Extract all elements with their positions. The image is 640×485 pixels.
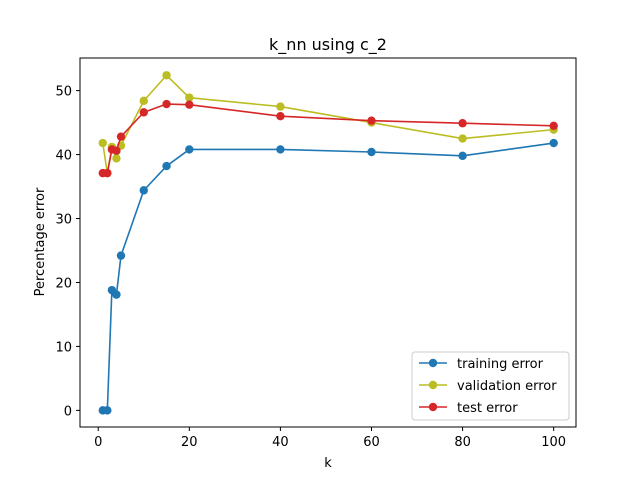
series-line-0 (102, 142, 554, 412)
x-tick-label: 100 (541, 435, 566, 450)
data-point (116, 251, 126, 260)
legend-marker (428, 402, 438, 412)
data-point (162, 161, 171, 171)
data-point (276, 111, 285, 121)
data-point (139, 186, 148, 195)
legend-box (411, 351, 570, 421)
data-point (549, 138, 558, 148)
x-axis-ticks: 0 20 40 60 80 100 (94, 427, 566, 450)
y-tick-label: 50 (55, 85, 72, 100)
data-point (162, 71, 171, 80)
data-point (276, 145, 285, 154)
x-tick-label: 0 (94, 435, 102, 450)
y-axis-title: Percentage error (33, 187, 48, 296)
y-tick-label: 30 (55, 213, 72, 228)
data-point (367, 147, 376, 157)
data-point (367, 116, 376, 125)
data-point (276, 102, 285, 111)
y-tick-label: 10 (55, 340, 72, 355)
data-point (139, 96, 148, 106)
data-point (458, 134, 467, 143)
legend-marker (428, 380, 438, 390)
data-point (185, 145, 194, 154)
data-point (139, 108, 148, 117)
data-point (112, 154, 121, 163)
y-tick-label: 20 (55, 276, 72, 291)
x-tick-label: 60 (363, 435, 380, 450)
y-axis-ticks: 0 10 20 30 40 50 (55, 85, 80, 419)
legend-marker (428, 358, 438, 368)
data-point (458, 151, 467, 161)
data-point (103, 406, 112, 415)
y-tick-label: 0 (64, 404, 72, 419)
data-point (458, 119, 467, 128)
legend: training error validation error test error (411, 351, 570, 421)
chart-title: k_nn using c_2 (269, 35, 387, 55)
plot-frame (79, 57, 577, 428)
data-point (549, 121, 558, 130)
y-tick-label: 40 (55, 149, 72, 164)
data-point (112, 290, 121, 299)
x-tick-label: 20 (181, 435, 198, 450)
data-point (162, 99, 171, 109)
data-point (185, 100, 194, 109)
data-point (185, 93, 194, 102)
x-tick-label: 80 (454, 435, 471, 450)
data-point (98, 138, 107, 148)
legend-label: test error (457, 401, 518, 416)
legend-label: training error (457, 357, 544, 372)
x-tick-label: 40 (272, 435, 289, 450)
data-point (116, 132, 126, 141)
x-axis-title: k (324, 456, 332, 471)
legend-label: validation error (457, 379, 557, 394)
data-point (112, 146, 121, 155)
series-layer (98, 71, 558, 415)
data-point (103, 168, 112, 178)
